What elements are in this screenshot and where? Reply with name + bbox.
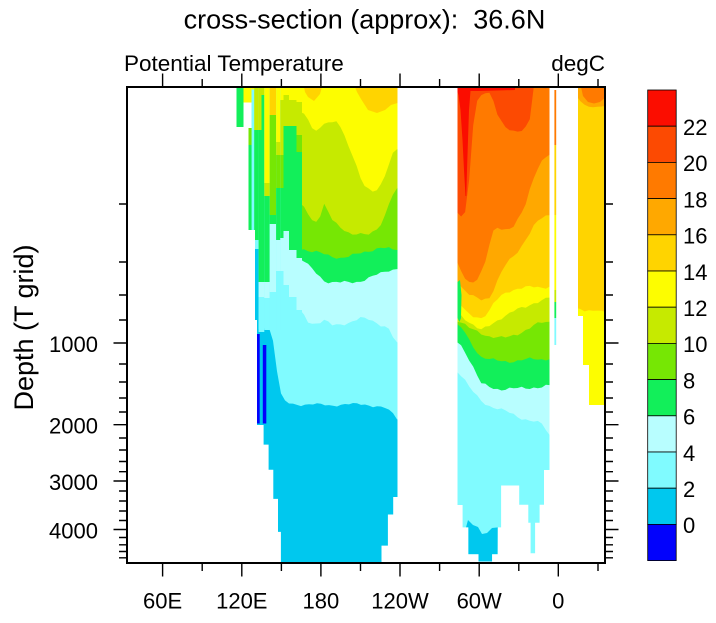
svg-text:2000: 2000 (49, 414, 98, 439)
svg-text:4000: 4000 (49, 519, 98, 544)
svg-text:60E: 60E (143, 589, 182, 614)
svg-text:60W: 60W (457, 589, 502, 614)
svg-text:20: 20 (683, 151, 707, 176)
svg-text:degC: degC (551, 51, 605, 76)
svg-text:180: 180 (303, 589, 340, 614)
svg-text:22: 22 (683, 115, 707, 140)
svg-text:6: 6 (683, 405, 695, 430)
svg-text:2: 2 (683, 477, 695, 502)
svg-text:16: 16 (683, 224, 707, 249)
svg-text:10: 10 (683, 332, 707, 357)
svg-text:0: 0 (683, 513, 695, 538)
svg-text:18: 18 (683, 187, 707, 212)
svg-text:8: 8 (683, 368, 695, 393)
svg-text:cross-section (approx): 36.6N: cross-section (approx): 36.6N (184, 5, 546, 35)
svg-text:0: 0 (552, 589, 564, 614)
svg-text:120E: 120E (216, 589, 267, 614)
svg-text:12: 12 (683, 296, 707, 321)
svg-text:Potential Temperature: Potential Temperature (124, 51, 344, 76)
svg-text:14: 14 (683, 260, 707, 285)
svg-text:4: 4 (683, 441, 695, 466)
svg-text:3000: 3000 (49, 470, 98, 495)
svg-text:1000: 1000 (49, 332, 98, 357)
svg-text:Depth (T grid): Depth (T grid) (9, 244, 39, 410)
svg-text:120W: 120W (371, 589, 429, 614)
